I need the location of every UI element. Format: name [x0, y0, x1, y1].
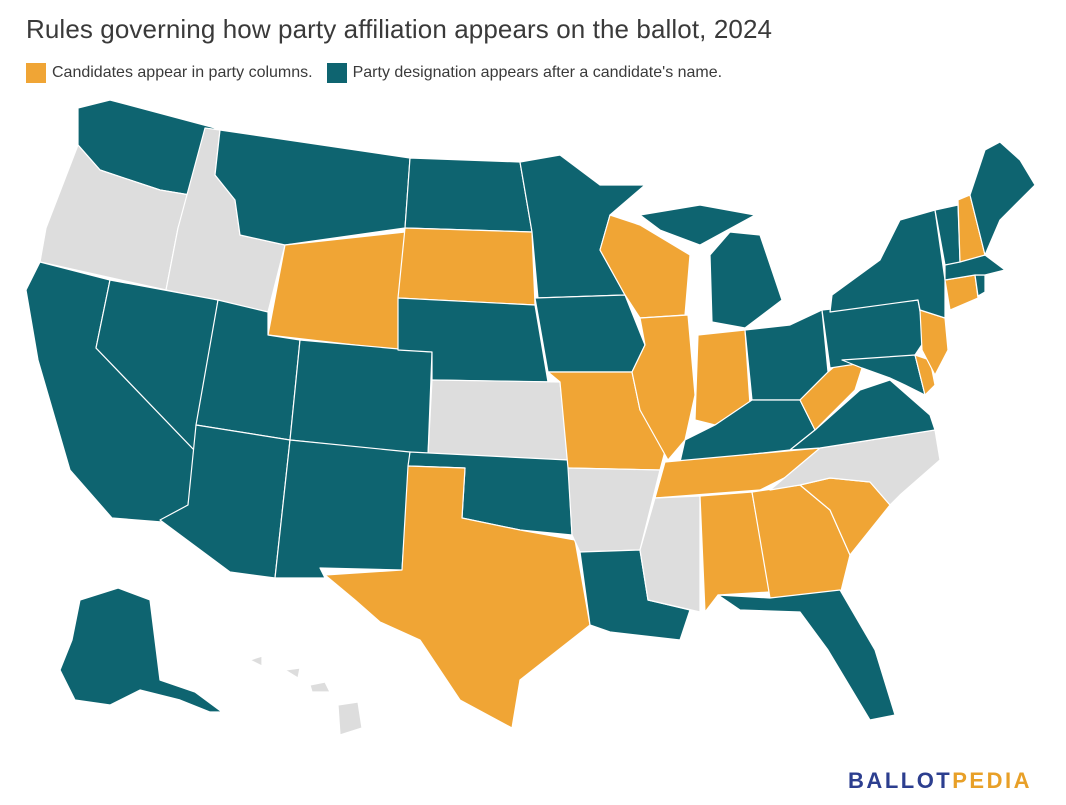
state-mississippi[interactable] — [639, 495, 701, 613]
state-alabama[interactable] — [699, 491, 771, 613]
legend-swatch-party-designation — [326, 63, 347, 83]
state-florida[interactable] — [717, 589, 896, 721]
state-south-dakota[interactable] — [397, 227, 536, 306]
legend-item-party-columns: Candidates appear in party columns. — [26, 63, 313, 83]
legend-swatch-party-columns — [26, 63, 46, 83]
state-montana[interactable] — [214, 129, 411, 246]
state-iowa[interactable] — [534, 294, 646, 373]
map-title: Rules governing how party affiliation ap… — [26, 14, 773, 44]
state-tennessee[interactable] — [654, 447, 821, 499]
state-north-dakota[interactable] — [404, 157, 533, 233]
state-colorado[interactable] — [289, 339, 433, 456]
state-texas[interactable] — [324, 465, 591, 729]
legend-label-party-designation: Party designation appears after a candid… — [352, 64, 723, 81]
state-new-mexico[interactable] — [274, 439, 411, 579]
state-wyoming[interactable] — [267, 231, 406, 351]
legend-item-party-designation: Party designation appears after a candid… — [326, 63, 723, 83]
legend-label-party-columns: Candidates appear in party columns. — [52, 64, 313, 81]
state-new-york[interactable] — [829, 209, 946, 319]
state-maine[interactable] — [969, 141, 1036, 256]
legend: Candidates appear in party columns. Part… — [26, 63, 736, 83]
state-hawaii[interactable] — [249, 655, 363, 736]
state-connecticut[interactable] — [944, 274, 979, 311]
state-kansas[interactable] — [427, 379, 569, 461]
state-michigan[interactable] — [639, 204, 783, 329]
state-illinois[interactable] — [631, 314, 696, 461]
us-states-map — [25, 99, 1036, 736]
state-alaska[interactable] — [59, 587, 223, 713]
ballotpedia-logo: BALLOTPEDIA — [848, 768, 1032, 793]
